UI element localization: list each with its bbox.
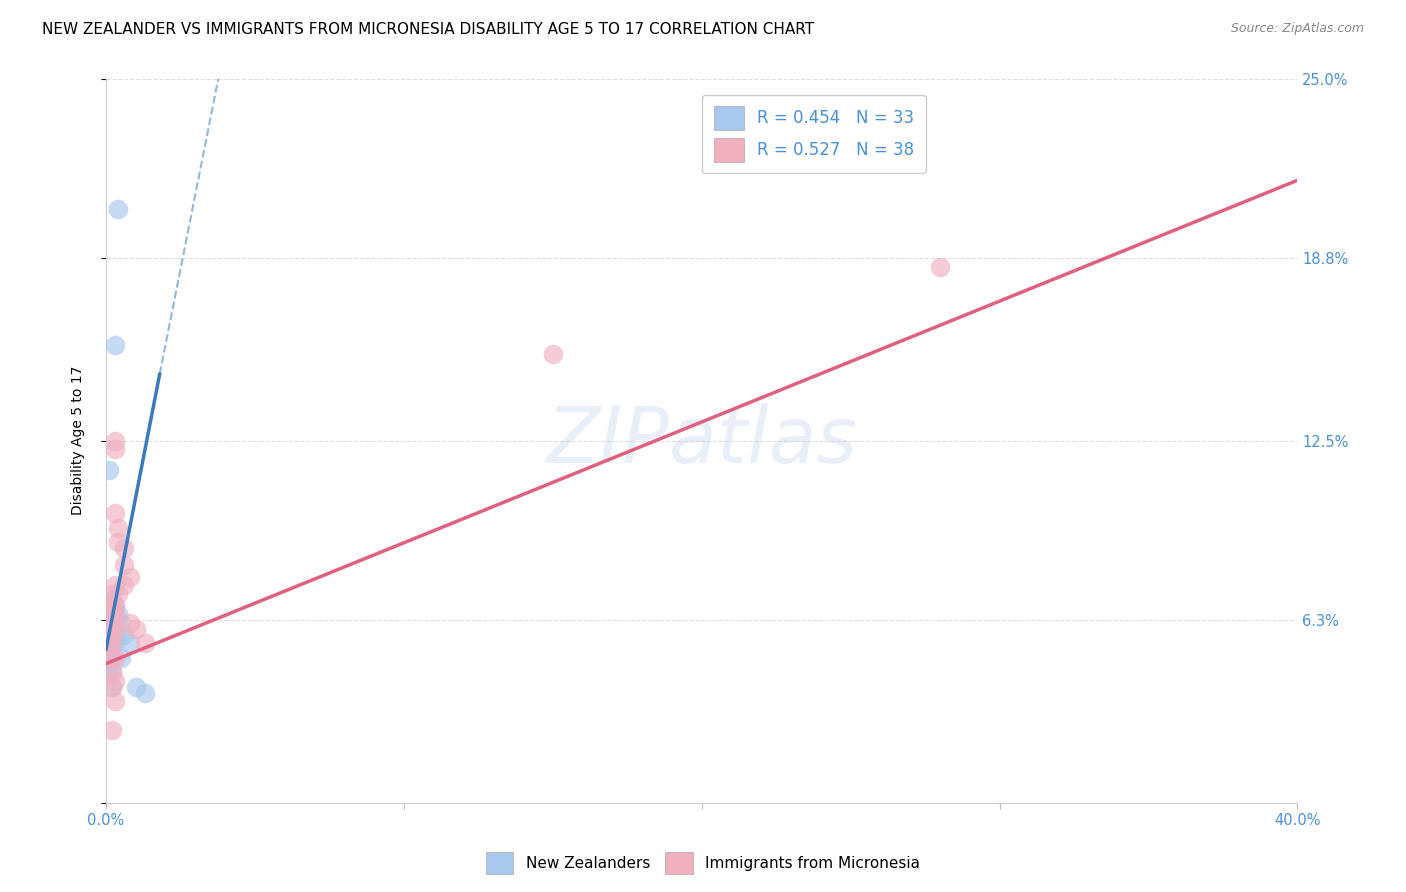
Point <box>125 680 148 694</box>
Point <box>101 587 124 601</box>
Point <box>98 645 121 659</box>
Point <box>107 607 129 622</box>
Y-axis label: Disability Age 5 to 17: Disability Age 5 to 17 <box>72 366 86 516</box>
Point <box>101 665 124 680</box>
Point <box>104 650 127 665</box>
Point <box>101 650 124 665</box>
Point <box>104 442 127 457</box>
Point <box>98 622 121 636</box>
Text: ZIPatlas: ZIPatlas <box>547 403 858 479</box>
Point <box>104 628 127 642</box>
Legend: New Zealanders, Immigrants from Micronesia: New Zealanders, Immigrants from Micrones… <box>479 846 927 880</box>
Point <box>110 650 132 665</box>
Point <box>101 665 124 680</box>
Point <box>112 628 135 642</box>
Point <box>101 628 124 642</box>
Point <box>98 628 121 642</box>
Point <box>107 520 129 534</box>
Point <box>104 578 127 592</box>
Point <box>125 622 148 636</box>
Point <box>112 578 135 592</box>
Point <box>98 636 121 650</box>
Point <box>118 636 141 650</box>
Point <box>101 607 124 622</box>
Point <box>104 607 127 622</box>
Point <box>134 636 156 650</box>
Point <box>98 607 121 622</box>
Point <box>107 202 129 217</box>
Point <box>104 506 127 520</box>
Point <box>98 650 121 665</box>
Point <box>101 650 124 665</box>
Point <box>929 260 952 274</box>
Point <box>112 541 135 555</box>
Point <box>101 607 124 622</box>
Point <box>134 685 156 699</box>
Point <box>98 616 121 631</box>
Point <box>104 434 127 448</box>
Point <box>101 599 124 613</box>
Point <box>98 628 121 642</box>
Point <box>104 338 127 352</box>
Point <box>98 599 121 613</box>
Point <box>541 347 564 361</box>
Text: Source: ZipAtlas.com: Source: ZipAtlas.com <box>1230 22 1364 36</box>
Point <box>118 616 141 631</box>
Point <box>112 558 135 573</box>
Point <box>101 628 124 642</box>
Point <box>104 694 127 708</box>
Legend: R = 0.454   N = 33, R = 0.527   N = 38: R = 0.454 N = 33, R = 0.527 N = 38 <box>702 95 925 173</box>
Point <box>104 673 127 688</box>
Point <box>98 607 121 622</box>
Point <box>104 622 127 636</box>
Point <box>101 616 124 631</box>
Point <box>98 616 121 631</box>
Point <box>101 593 124 607</box>
Point <box>98 463 121 477</box>
Point <box>98 599 121 613</box>
Point <box>98 665 121 680</box>
Text: NEW ZEALANDER VS IMMIGRANTS FROM MICRONESIA DISABILITY AGE 5 TO 17 CORRELATION C: NEW ZEALANDER VS IMMIGRANTS FROM MICRONE… <box>42 22 814 37</box>
Point <box>101 723 124 738</box>
Point <box>98 622 121 636</box>
Point <box>101 616 124 631</box>
Point <box>107 628 129 642</box>
Point <box>110 616 132 631</box>
Point <box>101 680 124 694</box>
Point <box>104 636 127 650</box>
Point <box>118 570 141 584</box>
Point <box>101 636 124 650</box>
Point <box>101 680 124 694</box>
Point <box>104 599 127 613</box>
Point <box>98 657 121 671</box>
Point <box>104 599 127 613</box>
Point <box>104 616 127 631</box>
Point <box>107 535 129 549</box>
Point <box>101 636 124 650</box>
Point <box>107 587 129 601</box>
Point <box>98 636 121 650</box>
